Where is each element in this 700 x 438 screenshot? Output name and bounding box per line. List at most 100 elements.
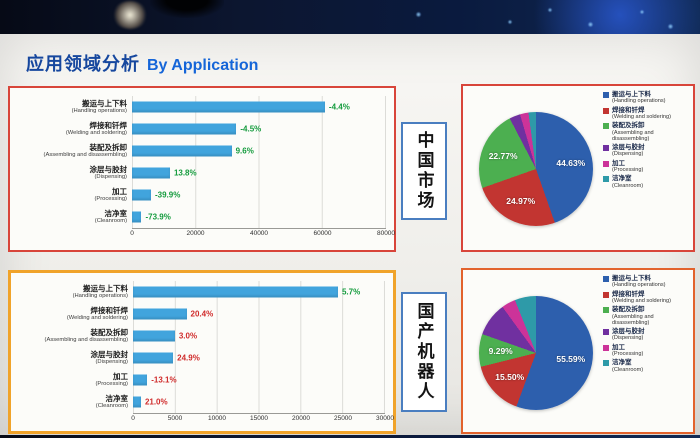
bar-track: -4.4%	[132, 96, 386, 118]
legend-item: 洁净室 (Cleanroom)	[603, 175, 691, 189]
legend-label-en: (Dispensing)	[612, 335, 644, 342]
legend-item: 涂层与胶封 (Dispensing)	[603, 144, 691, 158]
legend-label-en: (Cleanroom)	[612, 366, 644, 373]
bar	[133, 374, 148, 386]
legend-text: 加工 (Processing)	[612, 160, 643, 174]
legend-label-cn: 涂层与胶封	[612, 327, 645, 335]
bokeh-dot	[548, 8, 552, 12]
bar	[132, 101, 325, 113]
bar-row: 洁净室 (Cleanroom) -73.9%	[14, 206, 386, 228]
bar-track: 5.7%	[133, 281, 385, 303]
pie-slice-label: 55.59%	[556, 354, 586, 365]
pie-slice-label: 15.50%	[495, 371, 525, 382]
legend-swatch	[603, 307, 609, 314]
legend-label-en: (Handling operations)	[612, 282, 666, 289]
bar-row: 涂层与胶封 (Dispensing) 13.8%	[14, 162, 386, 184]
category-label: 加工 (Processing)	[14, 186, 132, 202]
legend-label-en: (Handling operations)	[612, 98, 666, 105]
legend-label-cn: 装配及拆卸	[612, 306, 645, 314]
legend-text: 加工 (Processing)	[612, 344, 643, 358]
legend-label-cn: 搬运与上下料	[612, 91, 651, 98]
x-axis: 0 20000 40000 60000 80000	[130, 228, 395, 241]
legend-item: 加工 (Processing)	[603, 344, 691, 358]
legend-label-cn: 焊接和钎焊	[612, 290, 645, 298]
domestic-robots-pie-panel: 55.59% 15.50% 9.29% 搬运与上下料 (Handling operat…	[461, 268, 695, 434]
legend-label-en: (Processing)	[612, 351, 644, 358]
legend-swatch	[603, 107, 609, 114]
bar-value-label: -73.9%	[145, 212, 171, 222]
category-label: 装配及拆卸 (Assembling and disassembling)	[14, 142, 132, 158]
bar-track: 9.6%	[132, 140, 386, 162]
china-market-pie-panel: 44.63% 24.97% 22.77% 搬运与上下料 (Handling opera…	[461, 84, 695, 252]
bar-row: 加工 (Processing) -13.1%	[15, 369, 385, 391]
bar	[132, 167, 170, 179]
category-label: 搬运与上下料 (Handling operations)	[15, 284, 133, 299]
bar	[133, 308, 187, 320]
legend-label-cn: 装配及拆卸	[612, 122, 645, 130]
pie-slice-label: 24.97%	[506, 195, 536, 206]
bokeh-dot	[508, 20, 512, 24]
bar-track: 13.8%	[132, 162, 386, 184]
legend-text: 洁净室 (Cleanroom)	[612, 359, 643, 373]
china-market-bar-chart: 搬运与上下料 (Handling operations) -4.4% 焊接和钎焊 (We…	[14, 96, 395, 248]
bar-row: 洁净室 (Cleanroom) 21.0%	[15, 391, 385, 413]
bar-track: -39.9%	[132, 184, 386, 206]
x-axis-tick: 30000	[375, 415, 395, 422]
legend-label-en: (Cleanroom)	[612, 182, 644, 189]
category-label-en: (Dispensing)	[95, 358, 128, 365]
category-label-en: (Assembling and disassembling)	[43, 151, 127, 158]
x-axis-tick: 5000	[167, 415, 183, 422]
category-label-cn: 装配及拆卸	[89, 142, 128, 152]
legend-text: 涂层与胶封 (Dispensing)	[612, 328, 645, 342]
bar-value-label: 3.0%	[178, 331, 198, 341]
bokeh-dot	[588, 22, 593, 27]
category-label: 装配及拆卸 (Assembling and disassembling)	[15, 327, 133, 343]
legend-label-cn: 焊接和钎焊	[612, 106, 645, 114]
bar-row: 装配及拆卸 (Assembling and disassembling) 9.6%	[14, 140, 386, 162]
category-label-en: (Processing)	[94, 195, 127, 202]
pie-slice-label: 9.29%	[488, 346, 513, 357]
bar-row: 焊接和钎焊 (Welding and soldering) 20.4%	[15, 303, 385, 325]
legend-swatch	[603, 144, 609, 151]
slide: 应用领域分析 By Application 搬运与上下料 (Handling ope…	[0, 34, 700, 435]
x-axis-tick: 0	[130, 230, 134, 237]
legend-item: 涂层与胶封 (Dispensing)	[603, 328, 691, 342]
bar-track: 24.9%	[133, 347, 385, 369]
x-axis-tick: 60000	[313, 230, 332, 237]
bar-value-label: 24.9%	[177, 353, 200, 363]
bar	[133, 330, 175, 342]
x-axis-tick: 25000	[333, 415, 353, 422]
legend-label-en: (Assembling and disassembling)	[612, 129, 654, 142]
bar-value-label: 13.8%	[173, 168, 197, 178]
x-axis-tick: 20000	[186, 230, 205, 237]
x-axis: 0 5000 10000 15000 20000 25000 30000	[131, 413, 394, 426]
domestic-robots-label: 国产机器人	[414, 302, 434, 402]
legend-label-cn: 加工	[612, 159, 625, 167]
category-label-cn: 加工	[112, 186, 127, 196]
bar-track: -73.9%	[132, 206, 386, 228]
bar-value-label: 20.4%	[190, 309, 214, 319]
bar-track: 3.0%	[133, 325, 385, 347]
bar-track: -4.5%	[132, 118, 386, 140]
china-market-pie-legend: 搬运与上下料 (Handling operations) 焊接和钎焊 (Welding…	[603, 91, 691, 191]
legend-item: 洁净室 (Cleanroom)	[603, 359, 691, 373]
domestic-robots-pie-legend: 搬运与上下料 (Handling operations) 焊接和钎焊 (Welding…	[603, 275, 691, 375]
bar	[132, 145, 232, 157]
category-label-cn: 装配及拆卸	[90, 327, 129, 337]
bokeh-light	[112, 1, 148, 29]
category-label: 焊接和钎焊 (Welding and soldering)	[15, 306, 133, 321]
bar	[132, 189, 151, 201]
category-label: 涂层与胶封 (Dispensing)	[15, 350, 133, 365]
pie-slice-label: 44.63%	[556, 158, 586, 169]
legend-label-en: (Welding and soldering)	[612, 298, 671, 305]
bar-value-label: -13.1%	[151, 375, 177, 385]
legend-label-cn: 洁净室	[612, 359, 632, 367]
legend-label-en: (Dispensing)	[612, 151, 644, 158]
bar-value-label: 21.0%	[144, 397, 168, 407]
legend-swatch	[603, 92, 609, 98]
bar-row: 加工 (Processing) -39.9%	[14, 184, 386, 206]
legend-item: 装配及拆卸 (Assembling and disassembling)	[603, 306, 691, 326]
legend-swatch	[603, 123, 609, 130]
bar	[133, 396, 141, 408]
